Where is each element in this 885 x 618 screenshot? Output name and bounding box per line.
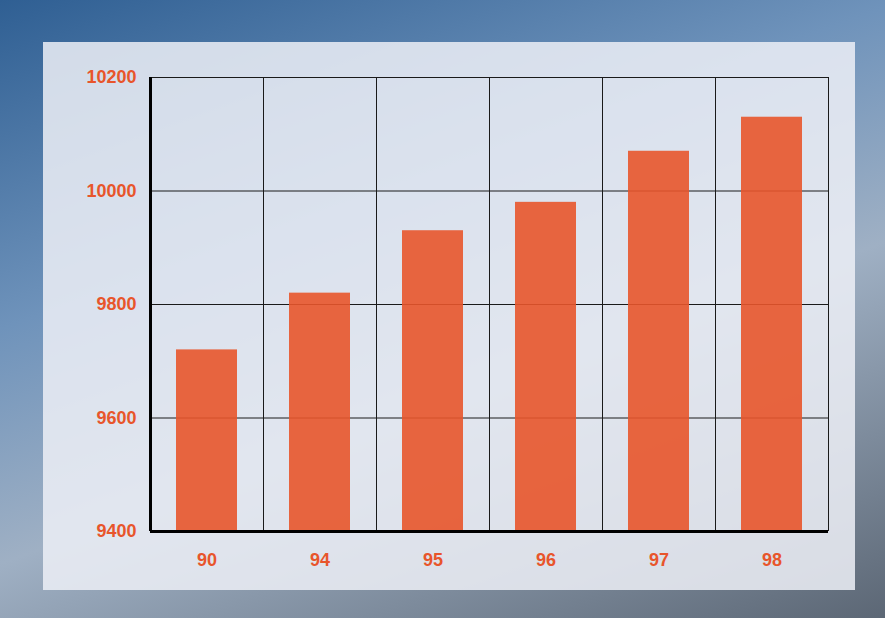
svg-text:9400: 9400 — [96, 521, 136, 541]
svg-text:9800: 9800 — [96, 294, 136, 314]
svg-text:98: 98 — [762, 550, 782, 570]
svg-text:97: 97 — [649, 550, 669, 570]
svg-text:9600: 9600 — [96, 408, 136, 428]
svg-text:10000: 10000 — [86, 181, 136, 201]
svg-text:10200: 10200 — [86, 67, 136, 87]
svg-text:94: 94 — [310, 550, 330, 570]
svg-text:90: 90 — [197, 550, 217, 570]
svg-text:96: 96 — [536, 550, 556, 570]
svg-text:95: 95 — [423, 550, 443, 570]
